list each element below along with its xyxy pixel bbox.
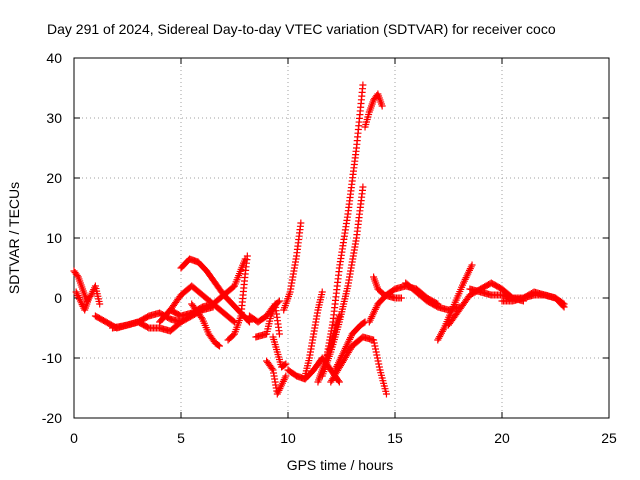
data-point xyxy=(275,330,283,338)
series-arc-24 xyxy=(370,273,405,302)
data-points xyxy=(70,81,568,398)
data-point xyxy=(85,294,93,302)
data-point xyxy=(359,81,367,89)
y-tick-label: 20 xyxy=(46,170,62,186)
data-point xyxy=(96,300,104,308)
data-point xyxy=(375,363,383,371)
data-point xyxy=(372,348,380,356)
data-point xyxy=(244,317,252,325)
x-tick-label: 20 xyxy=(494,430,510,446)
data-point xyxy=(359,183,367,191)
series-arc-12 xyxy=(263,357,290,398)
data-point xyxy=(371,342,379,350)
y-tick-label: -20 xyxy=(42,410,62,426)
data-point xyxy=(297,219,305,227)
data-point xyxy=(216,342,224,350)
data-point xyxy=(281,361,289,369)
series-arc-9 xyxy=(224,252,251,344)
series-arc-8 xyxy=(188,300,224,350)
tick-labels: 0 5 10 15 20 25 -20 -10 0 10 20 30 40 xyxy=(42,50,617,446)
data-point xyxy=(375,360,383,368)
data-point xyxy=(268,365,276,372)
data-point xyxy=(282,372,290,380)
data-point xyxy=(397,294,405,302)
y-tick-label: -10 xyxy=(42,350,62,366)
data-point xyxy=(229,317,237,325)
series-arc-26 xyxy=(434,261,476,344)
data-point xyxy=(334,377,342,385)
y-tick-label: 0 xyxy=(54,290,62,306)
data-point xyxy=(243,252,251,260)
data-point xyxy=(360,319,368,327)
x-tick-label: 10 xyxy=(280,430,296,446)
series-arc-20 xyxy=(327,333,390,398)
series-arc-25 xyxy=(402,279,463,314)
data-point xyxy=(335,378,343,386)
data-point xyxy=(439,326,447,334)
data-point xyxy=(560,303,568,311)
data-point xyxy=(214,341,222,349)
data-point xyxy=(245,318,253,326)
data-point xyxy=(372,345,380,353)
data-point xyxy=(373,354,381,362)
series-arc-13 xyxy=(280,219,305,314)
data-point xyxy=(559,302,567,310)
data-point xyxy=(318,288,326,296)
data-point xyxy=(231,318,238,326)
series-arc-22 xyxy=(361,90,386,131)
series-arc-29 xyxy=(498,288,568,311)
data-point xyxy=(382,390,390,398)
x-tick-label: 25 xyxy=(601,430,617,446)
data-point xyxy=(374,357,382,365)
grid-lines xyxy=(74,58,609,418)
data-point xyxy=(370,339,378,347)
data-point xyxy=(370,336,378,344)
x-tick-label: 0 xyxy=(70,430,78,446)
chart-title: Day 291 of 2024, Sidereal Day-to-day VTE… xyxy=(47,21,556,37)
y-tick-label: 30 xyxy=(46,110,62,126)
y-tick-label: 40 xyxy=(46,50,62,66)
data-point xyxy=(468,261,476,269)
series-arc-16 xyxy=(301,288,326,380)
x-axis-label: GPS time / hours xyxy=(287,457,394,473)
y-tick-label: 10 xyxy=(46,230,62,246)
x-tick-label: 5 xyxy=(177,430,185,446)
series-arc-18 xyxy=(323,81,367,362)
x-tick-label: 15 xyxy=(387,430,403,446)
series-arc-19 xyxy=(318,183,367,380)
y-axis-label: SDTVAR / TECUs xyxy=(6,182,22,294)
data-point xyxy=(282,360,290,368)
data-point xyxy=(373,351,381,359)
data-point xyxy=(197,314,205,321)
data-point xyxy=(275,297,283,305)
data-point xyxy=(378,102,386,110)
axis-ticks xyxy=(73,57,610,419)
series-arc-11 xyxy=(252,300,283,341)
series-arc-14 xyxy=(269,333,290,371)
series-arc-2 xyxy=(72,288,93,314)
